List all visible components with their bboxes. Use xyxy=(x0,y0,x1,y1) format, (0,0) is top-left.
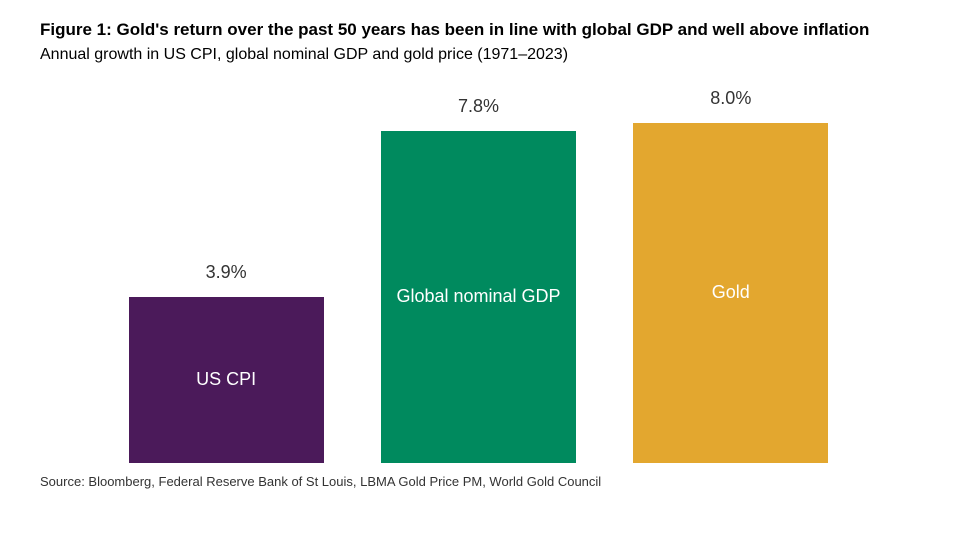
bar-group: 8.0% Gold xyxy=(633,88,828,463)
bar-value-label: 3.9% xyxy=(206,262,247,283)
bar-label: Gold xyxy=(704,281,758,304)
bar-label: Global nominal GDP xyxy=(388,285,568,308)
bar-value-label: 8.0% xyxy=(710,88,751,109)
bar: Global nominal GDP xyxy=(381,131,576,463)
figure-title: Figure 1: Gold's return over the past 50… xyxy=(40,20,917,40)
bar-group: 3.9% US CPI xyxy=(129,262,324,463)
bar-label: US CPI xyxy=(188,368,264,391)
bar-value-label: 7.8% xyxy=(458,96,499,117)
bar: Gold xyxy=(633,123,828,463)
bar: US CPI xyxy=(129,297,324,463)
source-line: Source: Bloomberg, Federal Reserve Bank … xyxy=(40,474,917,489)
bar-chart: 3.9% US CPI 7.8% Global nominal GDP 8.0% Gold xyxy=(40,84,917,464)
figure-subtitle: Annual growth in US CPI, global nominal … xyxy=(40,46,917,64)
bar-group: 7.8% Global nominal GDP xyxy=(381,96,576,463)
